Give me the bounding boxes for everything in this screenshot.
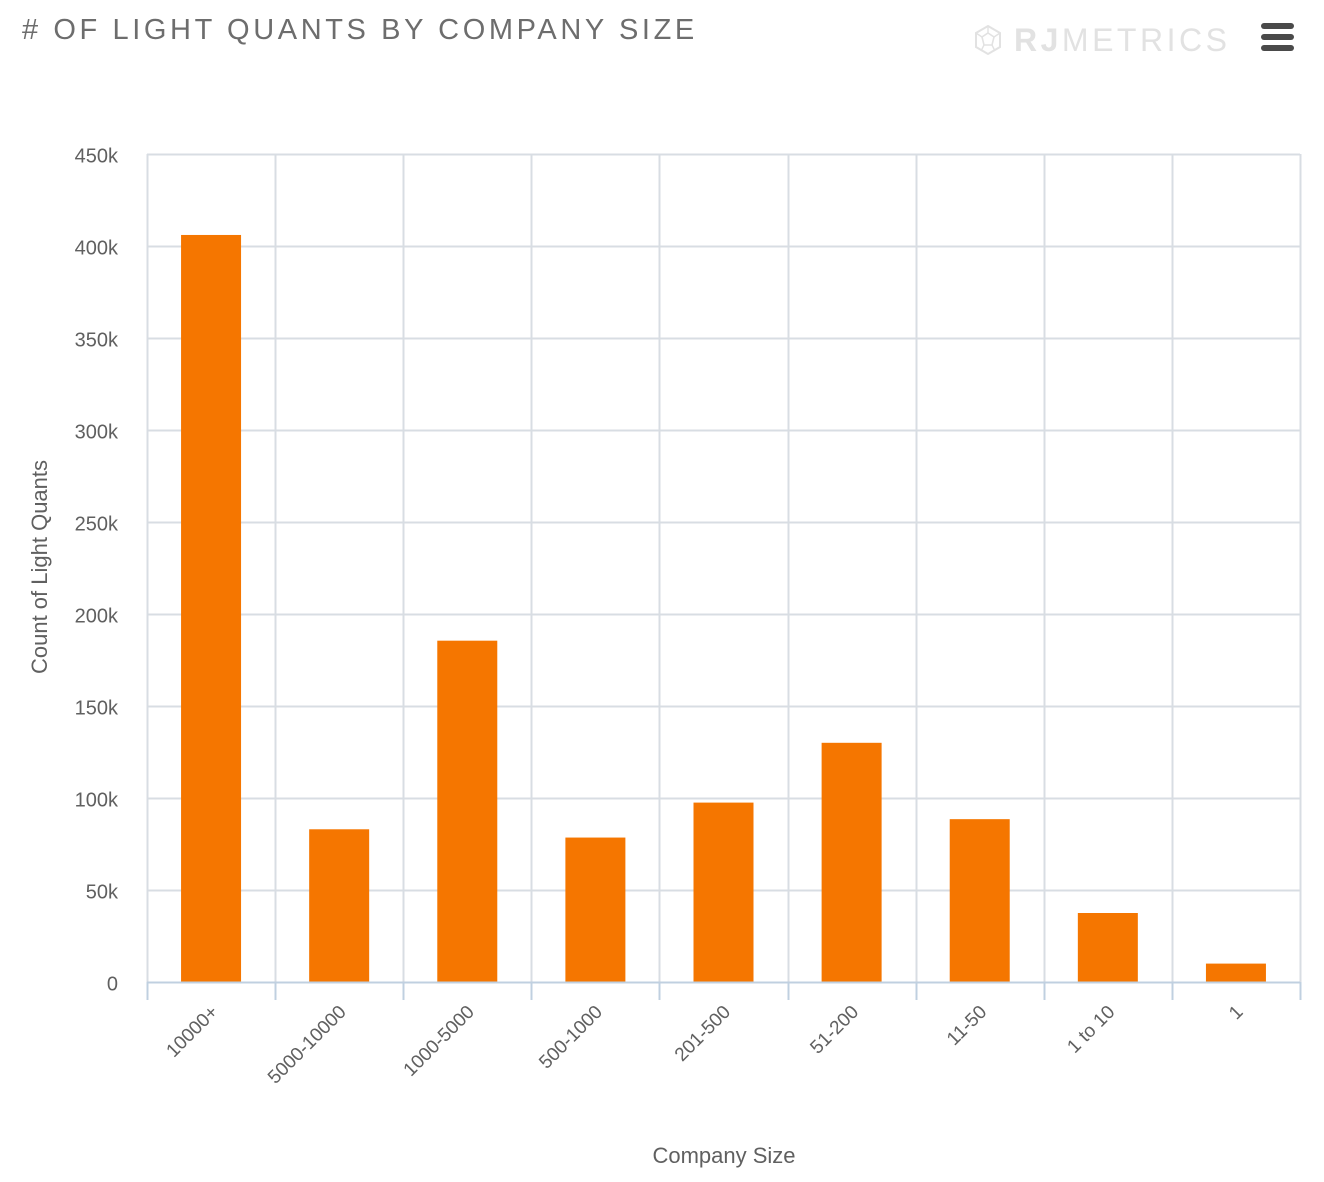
bar[interactable] <box>949 819 1010 982</box>
x-tick-label: 10000+ <box>163 1002 223 1062</box>
bars <box>181 234 1266 982</box>
rjmetrics-logo-icon <box>975 24 1001 56</box>
x-axis-title: Company Size <box>652 1143 795 1168</box>
x-tick-label: 500-1000 <box>535 1002 607 1074</box>
menu-button[interactable] <box>1254 18 1302 56</box>
bar[interactable] <box>821 742 882 982</box>
y-tick-label: 450k <box>75 146 119 168</box>
x-tick-label: 201-500 <box>671 1002 735 1066</box>
bar[interactable] <box>1205 963 1266 982</box>
y-tick-label: 0 <box>107 974 118 996</box>
y-tick-label: 200k <box>75 606 119 628</box>
brand-name-light: METRICS <box>1061 22 1231 58</box>
bar[interactable] <box>1077 913 1138 982</box>
y-tick-label: 50k <box>86 882 119 904</box>
x-tick-label: 1 <box>1225 1002 1247 1024</box>
x-tick-label: 11-50 <box>943 1002 991 1050</box>
tick-labels: 0 50k 100k 150k 200k 250k 300k 350k 400k 450k 1000… <box>75 146 1248 1089</box>
y-tick-label: 100k <box>75 790 119 812</box>
y-tick-label: 250k <box>75 514 119 536</box>
bar[interactable] <box>437 640 498 982</box>
bar[interactable] <box>181 234 242 982</box>
brand-name-bold: RJ <box>1014 22 1062 58</box>
x-tick-label: 51-200 <box>806 1002 863 1059</box>
hamburger-menu-icon <box>1261 23 1294 29</box>
bar[interactable] <box>693 802 754 982</box>
y-tick-label: 300k <box>75 422 119 444</box>
x-tick-label: 1 to 10 <box>1063 1002 1119 1058</box>
x-tick-label: 5000-10000 <box>264 1002 351 1089</box>
y-tick-label: 400k <box>75 238 119 260</box>
x-tick-label: 1000-5000 <box>400 1002 479 1081</box>
brand-logo: RJMETRICS <box>972 20 1230 60</box>
y-tick-label: 150k <box>75 698 119 720</box>
brand-name: RJMETRICS <box>1014 20 1230 60</box>
chart-title: # OF LIGHT QUANTS BY COMPANY SIZE <box>22 14 698 46</box>
y-axis-title: Count of Light Quants <box>27 460 52 674</box>
y-tick-label: 350k <box>75 330 119 352</box>
axes <box>146 981 1302 1000</box>
bar[interactable] <box>309 829 370 982</box>
bar[interactable] <box>565 837 626 982</box>
